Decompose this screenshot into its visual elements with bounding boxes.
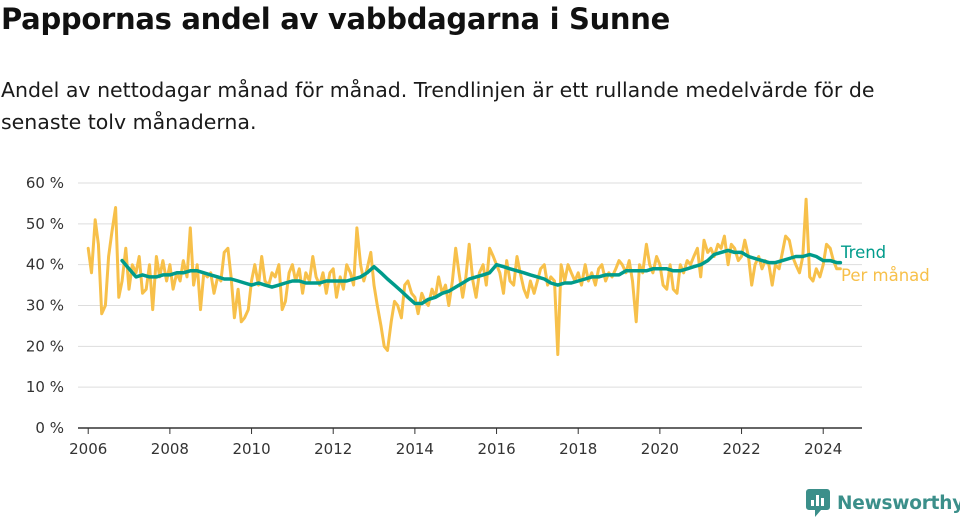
- trend-series-line: [120, 248, 843, 306]
- x-tick-label: 2014: [396, 440, 434, 458]
- y-axis-ticks: 0 % 10 % 20 % 30 % 40 % 50 % 60 %: [26, 174, 64, 437]
- y-tick-label: 20 %: [26, 337, 64, 355]
- brand-name: Newsworthy: [837, 492, 960, 514]
- chart-subtitle: Andel av nettodagar månad för månad. Tre…: [1, 78, 875, 134]
- y-tick-label: 40 %: [26, 256, 64, 274]
- x-tick-label: 2006: [69, 440, 107, 458]
- x-tick-label: 2016: [477, 440, 515, 458]
- x-tick-label: 2010: [232, 440, 270, 458]
- y-tick-label: 60 %: [26, 174, 64, 192]
- x-tick-label: 2012: [314, 440, 352, 458]
- y-tick-label: 10 %: [26, 378, 64, 396]
- x-axis-ticks: 2006 2008 2010 2012 2014 2016 2018 2020 2022 2024: [69, 428, 842, 458]
- legend: Per månad Trend: [840, 243, 930, 285]
- y-tick-label: 0 %: [35, 419, 64, 437]
- x-tick-label: 2024: [804, 440, 842, 458]
- gridlines: [78, 182, 862, 429]
- x-tick-label: 2018: [559, 440, 597, 458]
- x-tick-label: 2008: [151, 440, 189, 458]
- x-tick-label: 2020: [641, 440, 679, 458]
- legend-monthly: Per månad: [841, 266, 930, 285]
- monthly-series-line: [86, 197, 842, 356]
- newsworthy-brand[interactable]: Newsworthy: [805, 488, 960, 518]
- y-tick-label: 30 %: [26, 297, 64, 315]
- chart-title: Pappornas andel av vabbdagarna i Sunne: [1, 2, 670, 36]
- y-tick-label: 50 %: [26, 215, 64, 233]
- newsworthy-logo-icon: [806, 489, 830, 517]
- x-tick-label: 2022: [722, 440, 760, 458]
- legend-trend: Trend: [840, 243, 886, 262]
- series-lines: [86, 197, 843, 356]
